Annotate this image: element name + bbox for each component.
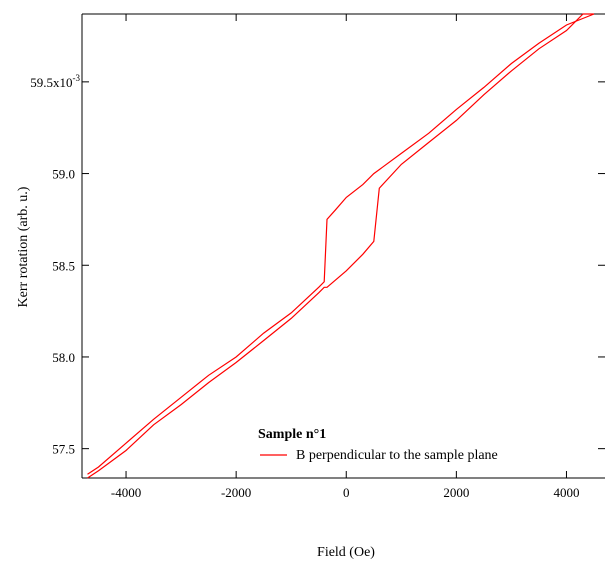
x-tick-label: 4000 [553,485,579,500]
hysteresis-branch-up [87,13,594,479]
y-axis-label: Kerr rotation (arb. u.) [16,186,31,307]
series-layer [87,13,595,479]
x-tick-label: 2000 [443,485,469,500]
x-tick-label: -4000 [111,485,141,500]
y-tick-label: 57.5 [52,442,75,457]
hysteresis-branch-down [87,13,595,475]
y-axis-ticks: 57.5 58.0 58.5 59.0 59.5x10-3 [30,73,605,457]
x-tick-label: -2000 [221,485,251,500]
y-tick-label: 59.5x10-3 [30,73,80,90]
legend-entry-label: B perpendicular to the sample plane [296,448,498,463]
y-tick-label: 58.0 [52,350,75,365]
y-tick-label: 59.0 [52,167,75,182]
legend: Sample n°1 B perpendicular to the sample… [258,427,498,463]
x-axis-ticks: -4000 -2000 0 2000 4000 [111,14,579,500]
plot-frame [81,13,605,479]
y-tick-label: 58.5 [52,258,75,273]
x-tick-label: 0 [343,485,350,500]
x-axis-label: Field (Oe) [317,545,375,560]
legend-title: Sample n°1 [258,427,326,442]
